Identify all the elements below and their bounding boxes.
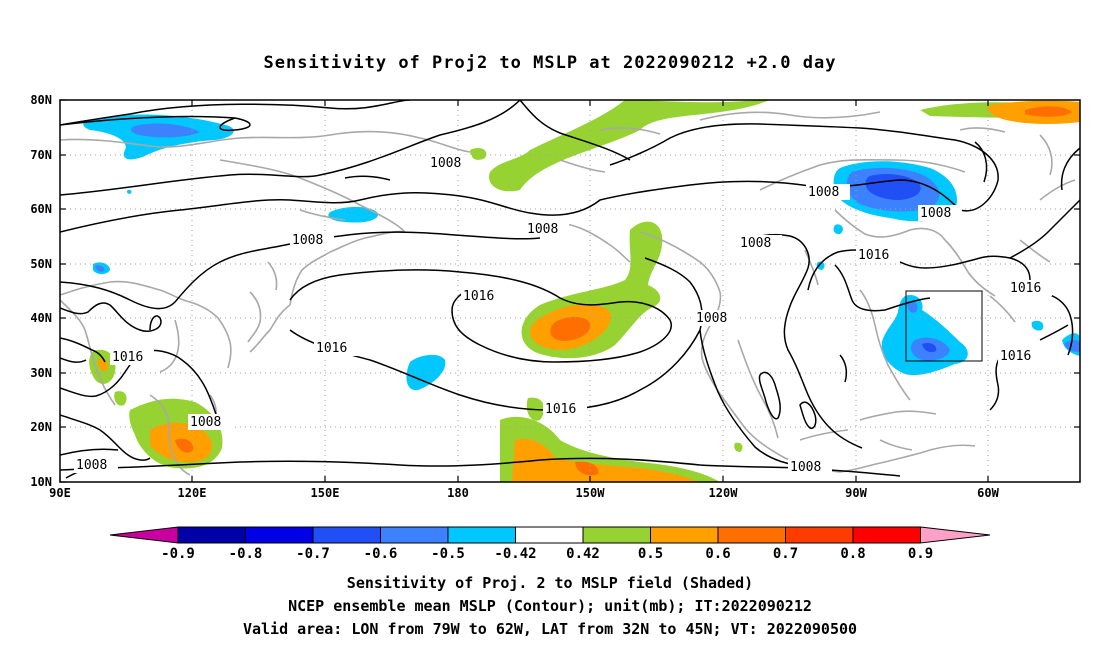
contour-label: 1008 [920,206,951,221]
lat-label: 80N [30,93,52,107]
valid-area-box [905,290,983,362]
lon-label: 90E [49,486,71,500]
colorbar-tick: 0.5 [638,546,663,562]
colorbar-swatch [582,526,651,544]
colorbar-tick-labels: -0.9 -0.8 -0.7 -0.6 -0.5 -0.42 0.42 0.5 … [161,546,933,562]
contour-label: 1016 [858,248,889,263]
lon-label: 180 [447,486,469,500]
contour-label: 1008 [808,185,839,200]
lat-label: 60N [30,202,52,216]
lon-label: 120E [178,486,207,500]
lon-label: 60W [977,486,999,500]
colorbar-tick: -0.5 [431,546,465,562]
latitude-labels: 80N 70N 60N 50N 40N 30N 20N 10N [30,93,52,489]
colorbar-tick: -0.7 [296,546,330,562]
plot-frame [59,99,1081,483]
contour-label: 1016 [1010,281,1041,296]
contour-label: 1016 [463,289,494,304]
colorbar-arrow-high [920,526,991,544]
caption-shading: Sensitivity of Proj. 2 to MSLP field (Sh… [346,574,754,592]
colorbar-tick: 0.9 [908,546,933,562]
shading-positive-high [175,106,1072,476]
contour-label: 1008 [430,156,461,171]
colorbar-tick: -0.8 [229,546,263,562]
contour-labels: 1008 1008 1008 1008 1008 1008 1008 1008 … [74,155,1052,475]
colorbar-swatch [717,526,786,544]
lat-label: 10N [30,475,52,489]
colorbar-tick: -0.42 [494,546,536,562]
contour-label: 1016 [545,402,576,417]
lat-label: 30N [30,366,52,380]
lon-label: 120W [709,486,739,500]
colorbar-swatch [852,526,921,544]
axis-ticks [59,99,1080,483]
contour-label: 1008 [740,236,771,251]
colorbar-tick: 0.42 [566,546,600,562]
colorbar-tick: -0.9 [161,546,195,562]
caption-valid-area: Valid area: LON from 79W to 62W, LAT fro… [242,620,858,638]
colorbar-tick: -0.6 [364,546,398,562]
lat-label: 20N [30,420,52,434]
contour-label: 1008 [292,233,323,248]
contour-label: 1008 [190,415,221,430]
lon-label: 150E [311,486,340,500]
lat-label: 70N [30,148,52,162]
map-title: Sensitivity of Proj2 to MSLP at 20220902… [264,53,837,73]
colorbar-tick: 0.8 [840,546,865,562]
lon-label: 90W [845,486,867,500]
colorbar-swatch [650,526,719,544]
longitude-labels: 90E 120E 150E 180 150W 120W 90W 60W [49,486,999,500]
colorbar-swatch [312,526,381,544]
colorbar-tick: 0.7 [773,546,798,562]
contour-label: 1016 [316,341,347,356]
colorbar-swatch [177,526,246,544]
contour-label: 1016 [112,350,143,365]
contour-label: 1016 [1000,349,1031,364]
contour-label: 1008 [527,222,558,237]
colorbar-swatch [785,526,854,544]
caption-contour: NCEP ensemble mean MSLP (Contour); unit(… [288,597,812,615]
colorbar-tick: 0.6 [705,546,730,562]
colorbar-swatch [245,526,314,544]
colorbar-swatch [515,526,584,544]
colorbar [109,526,991,544]
lat-label: 50N [30,257,52,271]
contour-label: 1008 [790,460,821,475]
lon-label: 150W [576,486,606,500]
map-plot-area: 1008 1008 1008 1008 1008 1008 1008 1008 … [60,100,1080,482]
colorbar-swatch [447,526,516,544]
contour-label: 1008 [696,311,727,326]
lat-label: 40N [30,311,52,325]
lat-lon-grid [60,100,1080,482]
contour-label: 1008 [76,458,107,473]
mslp-contours [60,100,1080,479]
colorbar-arrow-low [109,526,179,544]
colorbar-swatch [380,526,449,544]
